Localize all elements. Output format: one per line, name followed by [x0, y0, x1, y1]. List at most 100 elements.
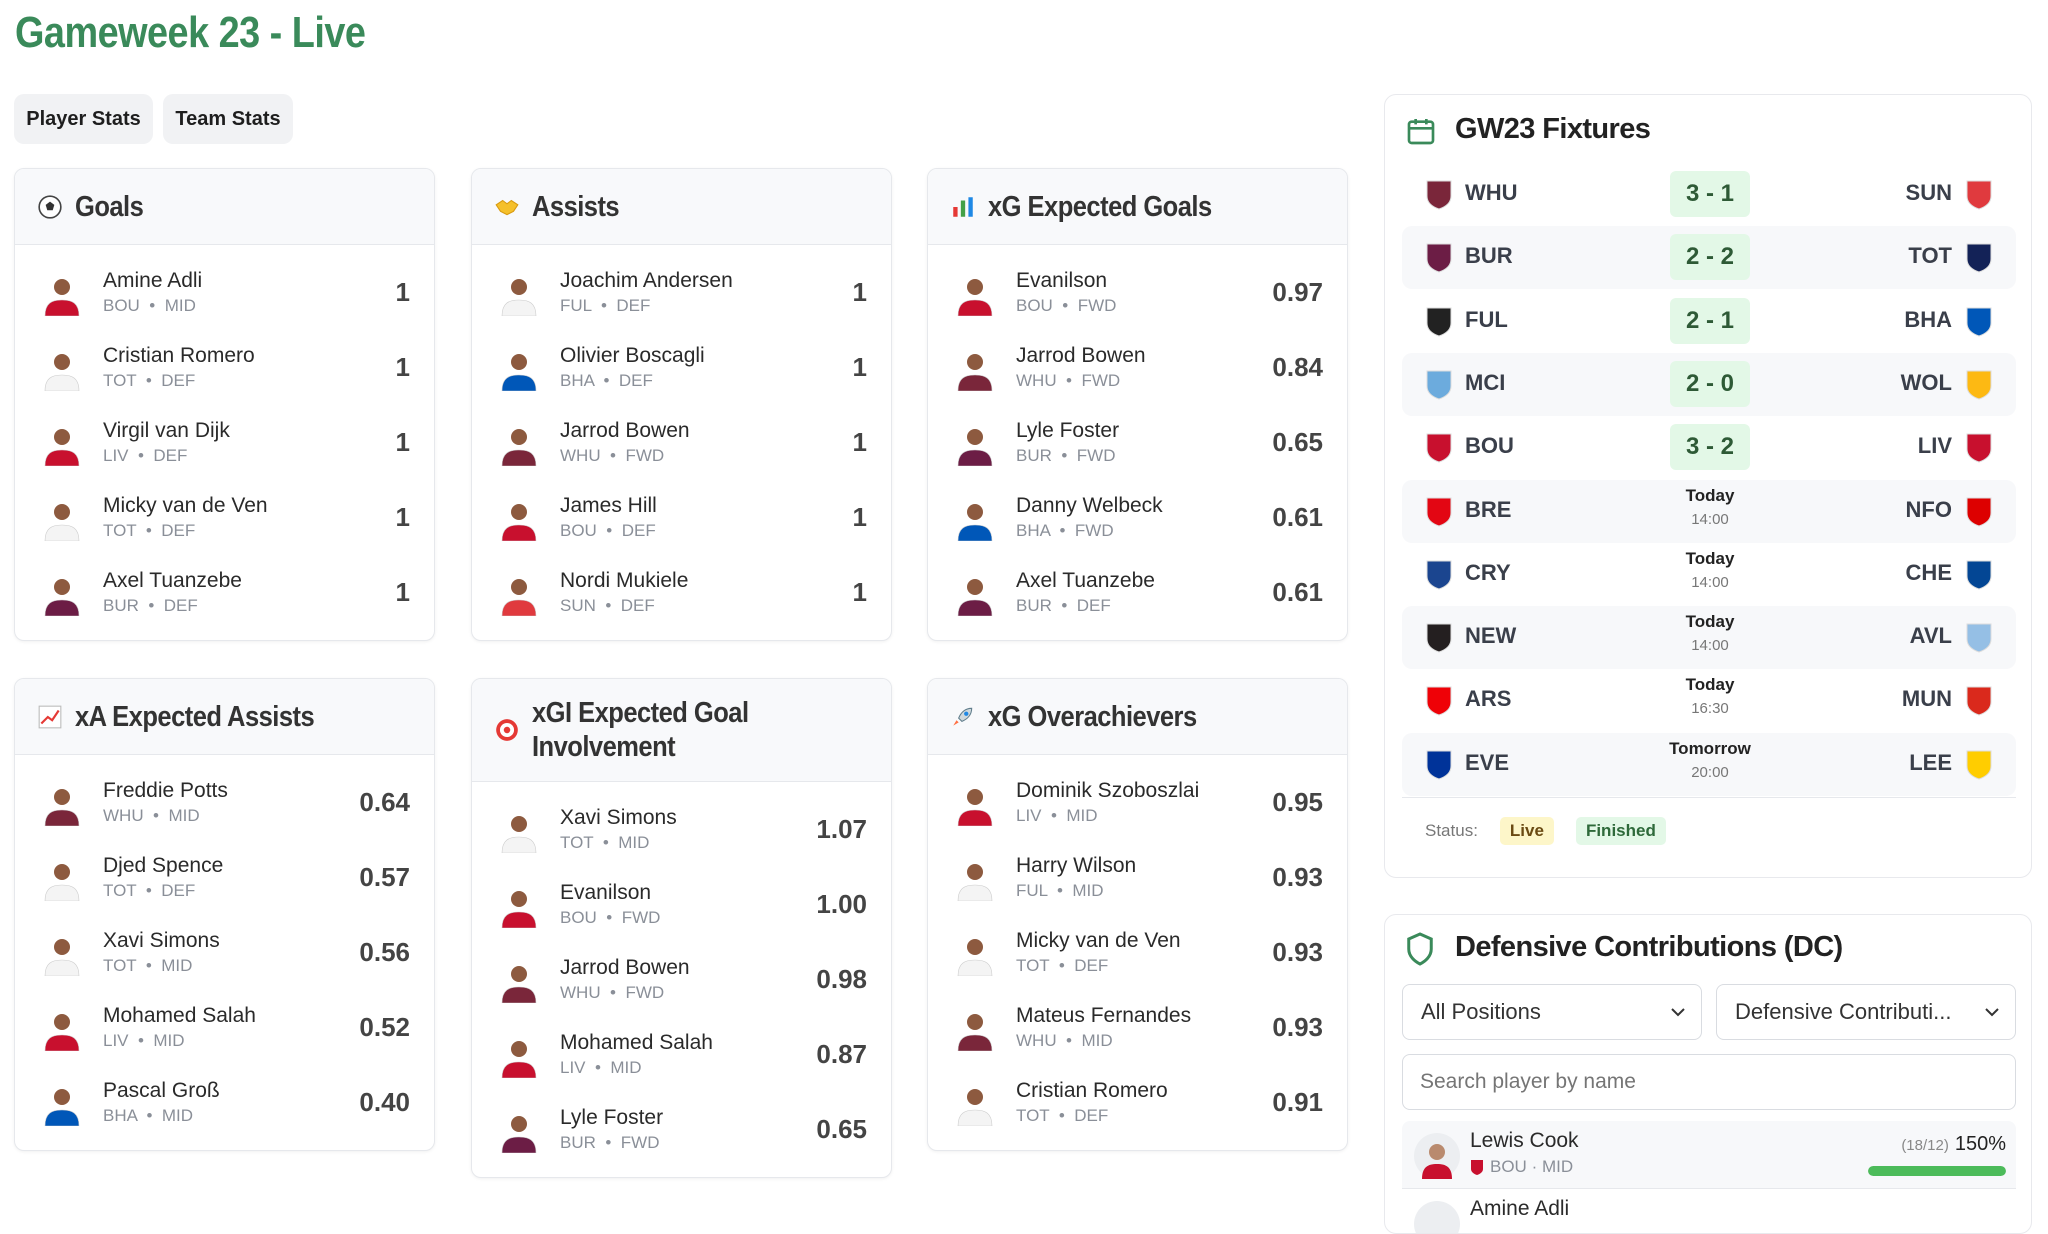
fixture-row[interactable]: CRY Today 14:00 CHE — [1402, 543, 2016, 606]
player-row[interactable]: Evanilson BOU • FWD 0.97 — [928, 255, 1347, 330]
home-team: BOU — [1465, 433, 1514, 459]
player-row[interactable]: Mohamed Salah LIV • MID 0.52 — [15, 990, 434, 1065]
player-row[interactable]: Axel Tuanzebe BUR • DEF 0.61 — [928, 555, 1347, 630]
dc-progress-bar — [1868, 1166, 2006, 1176]
player-avatar — [957, 788, 993, 826]
fixture-row[interactable]: MCI 2 - 0 WOL — [1402, 352, 2016, 416]
player-team: TOT — [1016, 956, 1050, 975]
player-avatar — [44, 863, 80, 901]
kickoff-day: Today — [1685, 485, 1735, 505]
player-name: Lyle Foster — [560, 1106, 664, 1129]
player-team: WHU — [1016, 1031, 1057, 1050]
metric-select[interactable]: Defensive Contributi... — [1716, 984, 2016, 1040]
player-row[interactable]: Cristian Romero TOT • DEF 0.91 — [928, 1065, 1347, 1140]
player-row[interactable]: Lyle Foster BUR • FWD 0.65 — [928, 405, 1347, 480]
ars-crest-icon — [1426, 686, 1452, 716]
away-team: SUN — [1905, 180, 1952, 205]
player-avatar — [501, 503, 537, 541]
sun-crest-icon — [1966, 180, 1992, 210]
player-avatar — [44, 788, 80, 826]
player-row[interactable]: Amine Adli BOU • MID 1 — [15, 255, 434, 330]
player-row[interactable]: Jarrod Bowen WHU • FWD 0.98 — [472, 942, 891, 1017]
fixture-row[interactable]: WHU 3 - 1 SUN — [1402, 163, 2016, 226]
dc-percent: 150% — [1954, 1133, 2006, 1155]
handshake-icon — [495, 199, 519, 215]
player-row[interactable]: Mateus Fernandes WHU • MID 0.93 — [928, 990, 1347, 1065]
player-row[interactable]: Nordi Mukiele SUN • DEF 1 — [472, 555, 891, 630]
player-name: Jarrod Bowen — [1016, 344, 1146, 367]
tab-player-stats[interactable]: Player Stats — [14, 94, 153, 144]
home-team: CRY — [1465, 559, 1511, 585]
fixture-row[interactable]: EVE Tomorrow 20:00 LEE — [1402, 732, 2016, 796]
player-team: FUL — [1016, 881, 1048, 900]
player-team: TOT — [1016, 1106, 1050, 1125]
score-badge: 3 - 1 — [1670, 171, 1750, 217]
player-row[interactable]: Jarrod Bowen WHU • FWD 0.84 — [928, 330, 1347, 405]
player-row[interactable]: Xavi Simons TOT • MID 1.07 — [472, 792, 891, 867]
fixture-row[interactable]: ARS Today 16:30 MUN — [1402, 669, 2016, 732]
stat-card-xg-overachievers: xG Overachievers Dominik Szoboszlai LIV • … — [927, 678, 1348, 1151]
stat-value: 0.87 — [816, 1039, 867, 1069]
player-row[interactable]: Lyle Foster BUR • FWD 0.65 — [472, 1092, 891, 1167]
player-row[interactable]: Danny Welbeck BHA • FWD 0.61 — [928, 480, 1347, 555]
player-position: DEF — [163, 596, 198, 615]
player-row[interactable]: James Hill BOU • DEF 1 — [472, 480, 891, 555]
player-row[interactable]: Harry Wilson FUL • MID 0.93 — [928, 840, 1347, 915]
dc-player-row[interactable]: Lewis Cook BOU · MID (18/12) 150% — [1402, 1121, 2016, 1189]
player-avatar — [1414, 1133, 1460, 1179]
player-team: LIV — [103, 1031, 129, 1050]
fixture-row[interactable]: BRE Today 14:00 NFO — [1402, 479, 2016, 543]
stat-value: 0.93 — [1272, 1012, 1323, 1042]
whu-crest-icon — [1426, 180, 1452, 210]
dc-player-row[interactable]: Amine Adli — [1402, 1189, 2016, 1233]
metric-select-value: Defensive Contributi... — [1735, 999, 1952, 1024]
stat-value: 0.93 — [1272, 862, 1323, 892]
player-position: MID — [1066, 806, 1098, 825]
player-position: MID — [161, 1106, 194, 1125]
player-team: BHA — [1016, 521, 1051, 540]
player-name: Lyle Foster — [1016, 419, 1120, 442]
stat-value: 1 — [852, 427, 867, 457]
player-row[interactable]: Dominik Szoboszlai LIV • MID 0.95 — [928, 765, 1347, 840]
player-row[interactable]: Evanilson BOU • FWD 1.00 — [472, 867, 891, 942]
player-name: Xavi Simons — [560, 806, 677, 829]
defensive-contributions-panel: Defensive Contributions (DC) All Positio… — [1384, 914, 2032, 1234]
player-avatar — [501, 965, 537, 1003]
player-row[interactable]: Freddie Potts WHU • MID 0.64 — [15, 765, 434, 840]
position-select[interactable]: All Positions — [1402, 984, 1702, 1040]
fixture-row[interactable]: BOU 3 - 2 LIV — [1402, 416, 2016, 479]
search-input[interactable] — [1402, 1054, 2016, 1110]
fixture-row[interactable]: BUR 2 - 2 TOT — [1402, 226, 2016, 290]
player-team: BOU — [560, 908, 597, 927]
card-title: xG Overachievers — [988, 700, 1197, 733]
player-row[interactable]: Micky van de Ven TOT • DEF 1 — [15, 480, 434, 555]
stat-value: 0.65 — [1272, 427, 1323, 457]
player-row[interactable]: Pascal Groß BHA • MID 0.40 — [15, 1065, 434, 1140]
player-row[interactable]: Jarrod Bowen WHU • FWD 1 — [472, 405, 891, 480]
player-name: Mateus Fernandes — [1016, 1004, 1192, 1027]
player-row[interactable]: Virgil van Dijk LIV • DEF 1 — [15, 405, 434, 480]
player-row[interactable]: Micky van de Ven TOT • DEF 0.93 — [928, 915, 1347, 990]
player-row[interactable]: Mohamed Salah LIV • MID 0.87 — [472, 1017, 891, 1092]
away-team: TOT — [1908, 243, 1952, 269]
player-row[interactable]: Djed Spence TOT • DEF 0.57 — [15, 840, 434, 915]
score-badge: 3 - 2 — [1670, 424, 1750, 471]
player-row[interactable]: Axel Tuanzebe BUR • DEF 1 — [15, 555, 434, 630]
player-team: LIV — [103, 446, 129, 465]
away-team: LEE — [1909, 749, 1952, 775]
player-row[interactable]: Xavi Simons TOT • MID 0.56 — [15, 915, 434, 990]
player-avatar — [957, 278, 993, 316]
fixture-row[interactable]: FUL 2 - 1 BHA — [1402, 290, 2016, 353]
kickoff-day: Today — [1685, 612, 1735, 632]
player-name: Lewis Cook — [1470, 1129, 1579, 1152]
stat-value: 0.84 — [1272, 352, 1323, 382]
tab-team-stats[interactable]: Team Stats — [163, 94, 293, 144]
player-row[interactable]: Olivier Boscagli BHA • DEF 1 — [472, 330, 891, 405]
player-row[interactable]: Joachim Andersen FUL • DEF 1 — [472, 255, 891, 330]
player-name: Axel Tuanzebe — [103, 569, 242, 592]
player-row[interactable]: Cristian Romero TOT • DEF 1 — [15, 330, 434, 405]
fixture-row[interactable]: NEW Today 14:00 AVL — [1402, 606, 2016, 670]
ful-crest-icon — [1426, 307, 1452, 337]
home-team: MCI — [1465, 369, 1506, 395]
player-name: Micky van de Ven — [103, 494, 268, 517]
